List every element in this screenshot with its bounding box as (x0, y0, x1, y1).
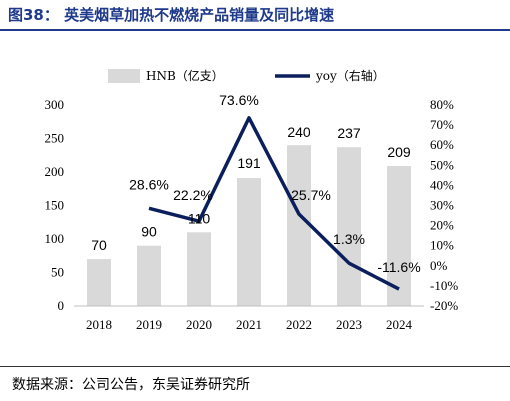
bar-label-2020: 110 (188, 210, 211, 226)
bar-2022 (287, 145, 311, 306)
x-tick-2024: 2024 (386, 317, 413, 332)
y-left-tick: 150 (45, 198, 65, 213)
x-tick-2022: 2022 (286, 317, 312, 332)
y-right-tick: -10% (430, 278, 458, 293)
source-note: 数据来源：公司公告，东吴证券研究所 (12, 377, 250, 393)
x-tick-2021: 2021 (236, 317, 262, 332)
y-right-tick: 40% (430, 177, 454, 192)
x-tick-2019: 2019 (136, 317, 162, 332)
bar-label-2023: 237 (337, 125, 361, 141)
y-left-tick: 50 (51, 265, 64, 280)
y-right-tick: 60% (430, 137, 454, 152)
y-left-tick: 0 (58, 298, 65, 313)
bar-label-2019: 90 (141, 224, 157, 240)
y-right-tick: 70% (430, 117, 454, 132)
y-left-tick: 300 (45, 97, 65, 112)
x-tick-2020: 2020 (186, 317, 212, 332)
bar-2018 (87, 259, 111, 306)
x-tick-2018: 2018 (86, 317, 112, 332)
bar-label-2022: 240 (287, 124, 311, 140)
y-right-tick: 80% (430, 97, 454, 112)
figure-title: 图38： 英美烟草加热不燃烧产品销量及同比增速 (8, 6, 335, 24)
legend-swatch-hnb (108, 69, 140, 83)
yoy-label-2021: 73.6% (219, 92, 259, 108)
title-rule (0, 29, 510, 31)
legend-label-hnb: HNB（亿支） (146, 68, 224, 83)
legend-label-yoy: yoy（右轴） (315, 68, 385, 83)
bar-2020 (187, 232, 211, 306)
yoy-label-2024: -11.6% (377, 259, 420, 275)
yoy-line (148, 116, 400, 291)
y-left-tick: 100 (45, 231, 65, 246)
y-right-tick: -20% (430, 298, 458, 313)
y-right-tick: 20% (430, 218, 454, 233)
y-right-tick: 0% (430, 258, 448, 273)
source-rule (0, 366, 510, 367)
bar-2019 (137, 245, 161, 306)
y-left-tick: 250 (45, 131, 65, 146)
bar-2024 (387, 165, 411, 306)
bar-2023 (337, 147, 361, 306)
x-tick-2023: 2023 (336, 317, 362, 332)
bar-label-2021: 191 (237, 155, 261, 171)
bar-label-2024: 209 (387, 144, 411, 160)
y-right-tick: 50% (430, 157, 454, 172)
bar-2021 (237, 178, 261, 306)
yoy-label-2020: 22.2% (173, 187, 213, 203)
yoy-label-2023: 1.3% (333, 231, 365, 247)
yoy-label-2022: 25.7% (291, 187, 331, 203)
yoy-label-2019: 28.6% (129, 176, 169, 192)
bar-label-2018: 70 (91, 237, 107, 253)
y-left-tick: 200 (45, 164, 65, 179)
y-right-tick: 30% (430, 198, 454, 213)
y-right-tick: 10% (430, 238, 454, 253)
